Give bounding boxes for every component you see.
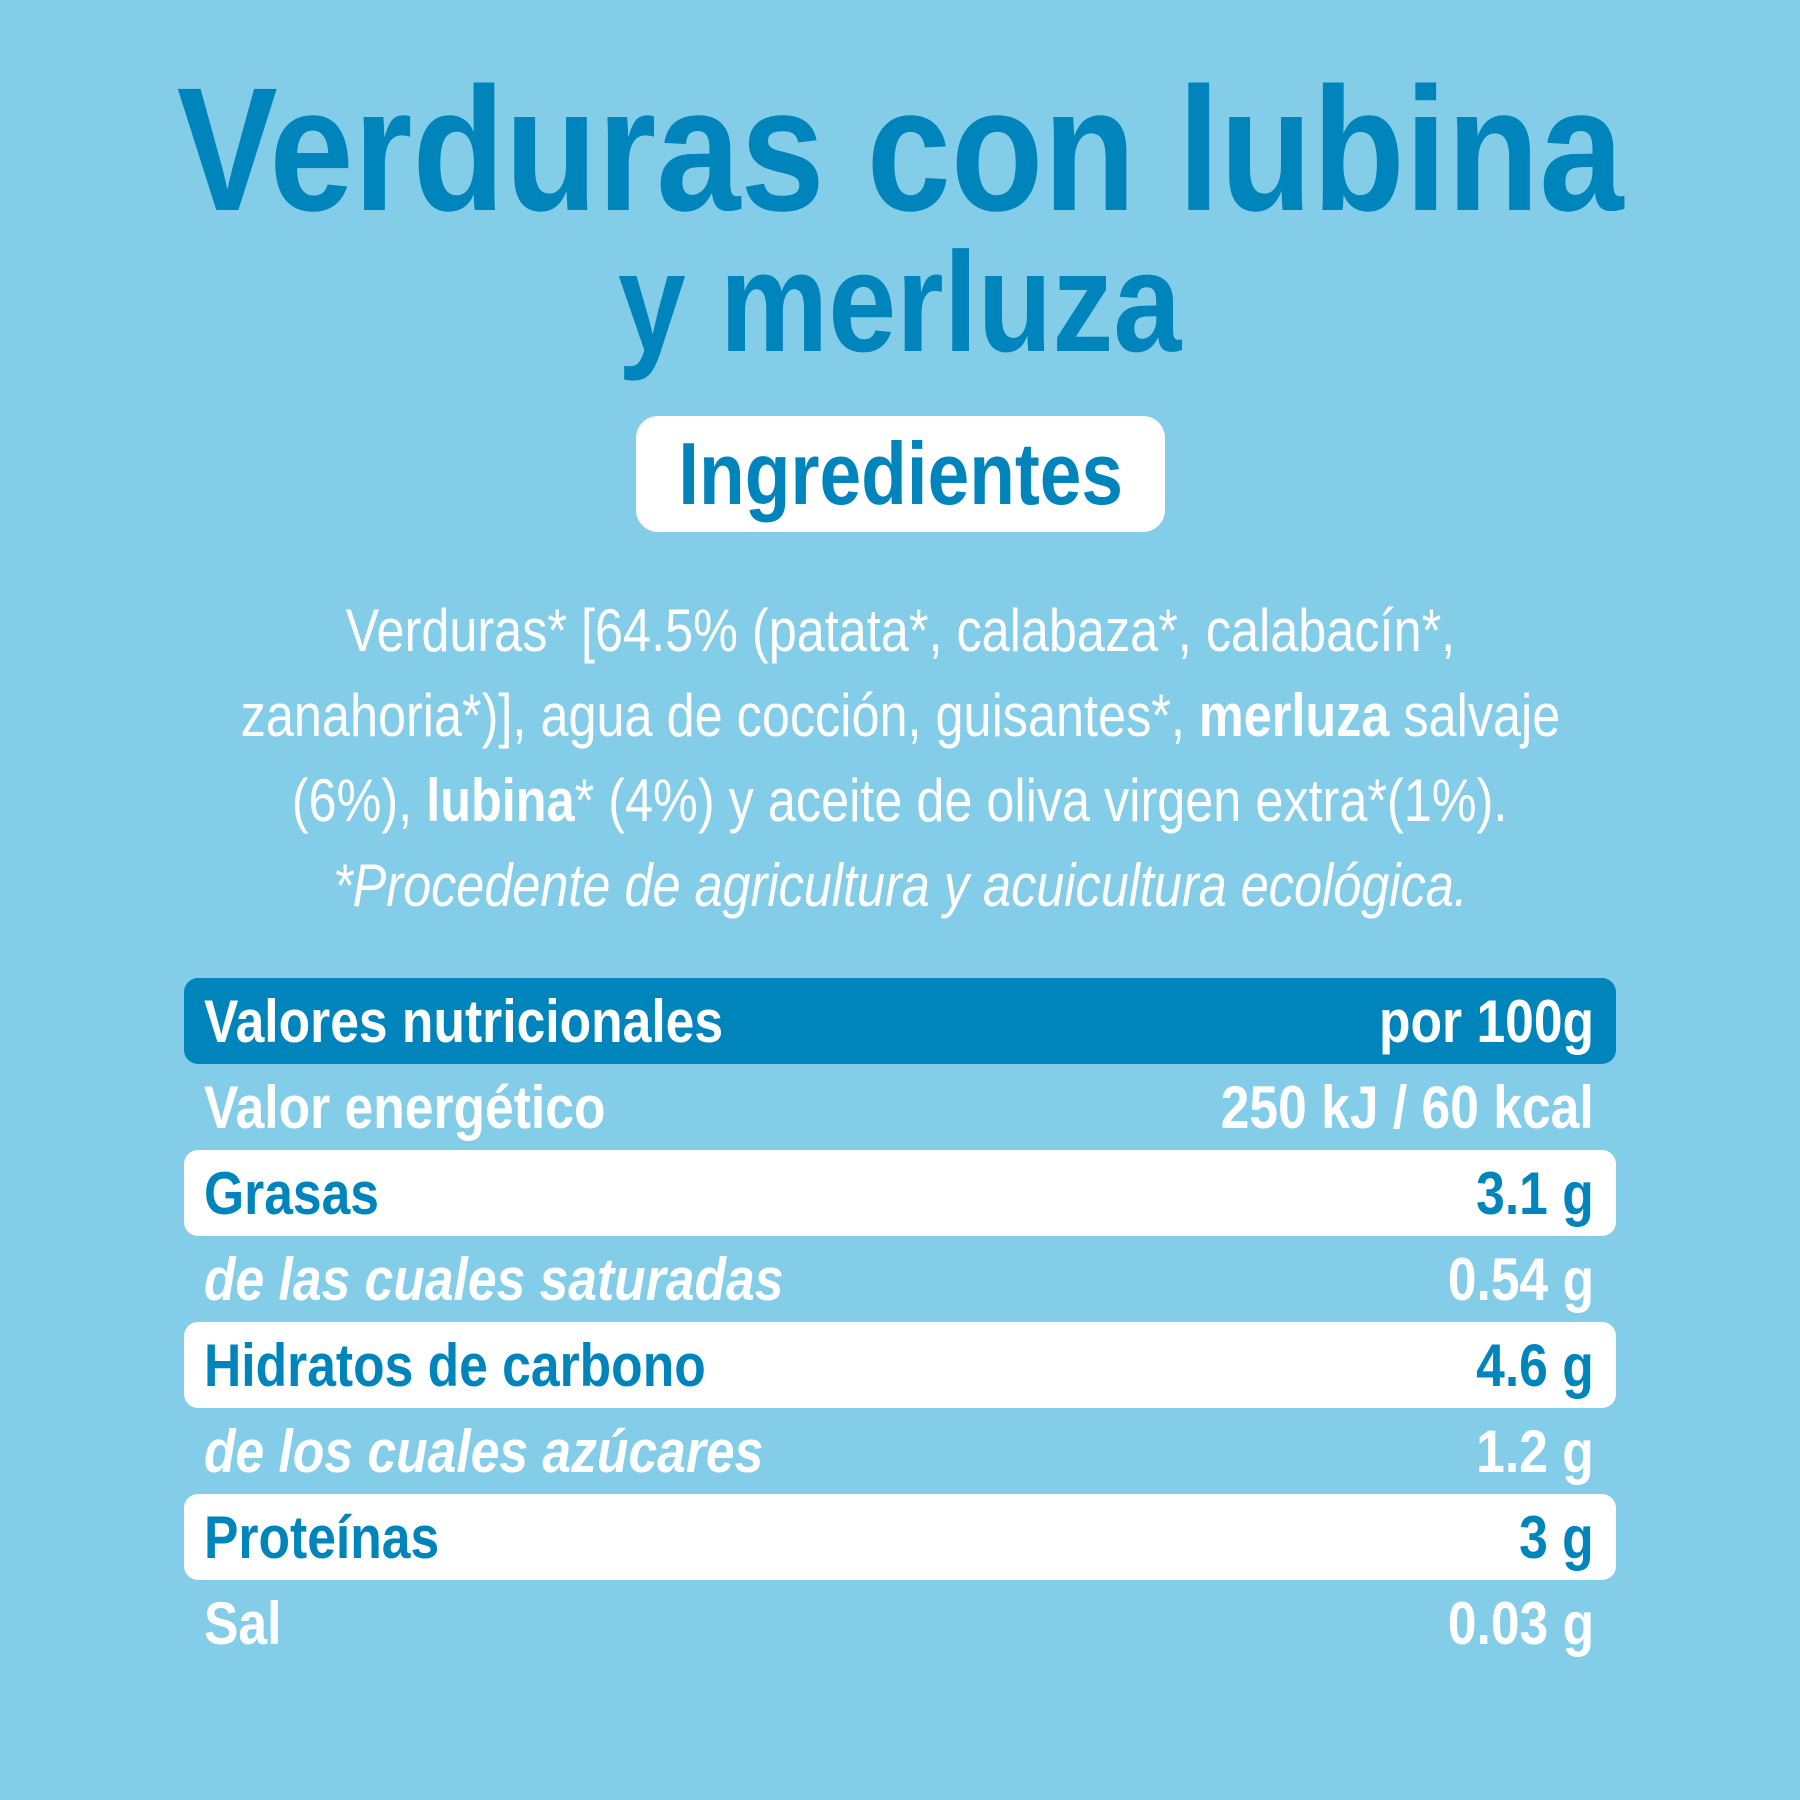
ingredients-heading-label: Ingredientes bbox=[678, 424, 1123, 523]
organic-note: *Procedente de agricultura y acuicultura… bbox=[0, 843, 1800, 928]
header-label: Valores nutricionales bbox=[204, 987, 724, 1055]
ingredients-line-1: Verduras* [64.5% (patata*, calabaza*, ca… bbox=[345, 597, 1455, 664]
row-label: Sal bbox=[204, 1589, 282, 1657]
row-value: 0.03 g bbox=[1447, 1589, 1594, 1657]
ingredients-text-part: (6%), bbox=[292, 767, 427, 834]
header-value: por 100g bbox=[1378, 987, 1594, 1055]
row-label: Valor energético bbox=[204, 1073, 606, 1141]
nutrition-row-sugars: de los cuales azúcares 1.2 g bbox=[184, 1408, 1616, 1494]
ingredients-line: (6%), lubina* (4%) y aceite de oliva vir… bbox=[0, 758, 1800, 843]
ingredients-heading: Ingredientes bbox=[636, 416, 1165, 532]
row-label: Proteínas bbox=[204, 1503, 440, 1571]
product-title: Verduras con lubina bbox=[0, 60, 1800, 240]
nutrition-row-salt: Sal 0.03 g bbox=[184, 1580, 1616, 1666]
row-value: 3 g bbox=[1519, 1503, 1594, 1571]
ingredients-line: zanahoria*)], agua de cocción, guisantes… bbox=[0, 673, 1800, 758]
nutrition-table: Valores nutricionales por 100g Valor ener… bbox=[184, 978, 1616, 1666]
ingredients-text-part: * (4%) y aceite de oliva virgen extra*(1… bbox=[575, 767, 1508, 834]
row-label: de los cuales azúcares bbox=[204, 1417, 764, 1485]
row-label: de las cuales saturadas bbox=[204, 1245, 784, 1313]
nutrition-row-saturated: de las cuales saturadas 0.54 g bbox=[184, 1236, 1616, 1322]
nutrition-row-protein: Proteínas 3 g bbox=[184, 1494, 1616, 1580]
title-line-2: y merluza bbox=[618, 223, 1182, 382]
row-value: 250 kJ / 60 kcal bbox=[1221, 1073, 1594, 1141]
row-value: 0.54 g bbox=[1447, 1245, 1594, 1313]
ingredients-text-part: zanahoria*)], agua de cocción, guisantes… bbox=[240, 682, 1199, 749]
ingredients-line: Verduras* [64.5% (patata*, calabaza*, ca… bbox=[0, 588, 1800, 673]
nutrition-header: Valores nutricionales por 100g bbox=[184, 978, 1616, 1064]
nutrition-row-carbs: Hidratos de carbono 4.6 g bbox=[184, 1322, 1616, 1408]
nutrition-row-fat: Grasas 3.1 g bbox=[184, 1150, 1616, 1236]
row-label: Hidratos de carbono bbox=[204, 1331, 706, 1399]
ingredients-text-part: salvaje bbox=[1388, 682, 1560, 749]
ingredients-text: Verduras* [64.5% (patata*, calabaza*, ca… bbox=[0, 588, 1800, 928]
row-value: 4.6 g bbox=[1476, 1331, 1594, 1399]
allergen-lubina: lubina bbox=[426, 767, 576, 834]
row-value: 1.2 g bbox=[1476, 1417, 1594, 1485]
title-line-1: Verduras con lubina bbox=[176, 52, 1624, 248]
allergen-merluza: merluza bbox=[1198, 682, 1389, 749]
row-value: 3.1 g bbox=[1476, 1159, 1594, 1227]
row-label: Grasas bbox=[204, 1159, 380, 1227]
organic-note-text: *Procedente de agricultura y acuicultura… bbox=[332, 852, 1468, 919]
product-subtitle: y merluza bbox=[0, 228, 1800, 378]
nutrition-row-energy: Valor energético 250 kJ / 60 kcal bbox=[184, 1064, 1616, 1150]
